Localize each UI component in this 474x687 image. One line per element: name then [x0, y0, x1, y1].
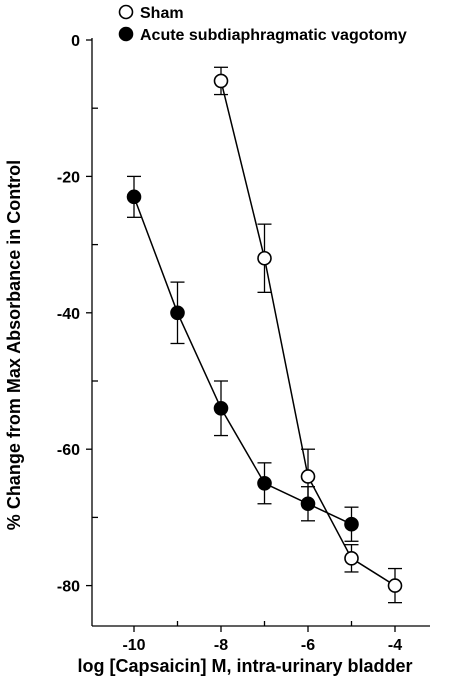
- y-tick-label: -60: [57, 442, 80, 459]
- y-axis-label: % Change from Max Absorbance in Control: [4, 160, 24, 530]
- series-line: [133, 196, 352, 525]
- axes: 0 -20 -40 -60 -80 -10 -8 -6 -4: [57, 33, 430, 654]
- data-point: [344, 551, 359, 566]
- y-tick-label: 0: [71, 33, 80, 50]
- data-point: [213, 73, 229, 89]
- x-tick-label: -4: [388, 637, 402, 654]
- data-point: [170, 305, 185, 321]
- x-tick-label: -6: [301, 637, 315, 654]
- data-point: [344, 516, 359, 532]
- data-point: [213, 400, 229, 416]
- x-axis-label: log [Capsaicin] M, intra-urinary bladder: [77, 656, 412, 676]
- data-point: [257, 475, 272, 491]
- legend-marker: [118, 4, 134, 20]
- data-point: [126, 189, 142, 205]
- data-point: [257, 250, 272, 266]
- x-tick-label: -8: [214, 637, 228, 654]
- series-2: [126, 175, 359, 542]
- y-tick-label: -20: [57, 169, 80, 186]
- y-tick-label: -80: [57, 579, 80, 596]
- legend-marker: [118, 26, 134, 42]
- legend: Sham Acute subdiaphragmatic vagotomy: [118, 4, 407, 44]
- x-tick-label: -10: [122, 637, 145, 654]
- data-point: [387, 578, 403, 593]
- series-layer: [126, 66, 403, 604]
- legend-label: Sham: [140, 5, 184, 22]
- data-point: [300, 469, 316, 484]
- data-point: [300, 496, 316, 512]
- y-tick-label: -40: [57, 306, 80, 323]
- series-1: [213, 66, 403, 604]
- legend-label: Acute subdiaphragmatic vagotomy: [140, 27, 407, 44]
